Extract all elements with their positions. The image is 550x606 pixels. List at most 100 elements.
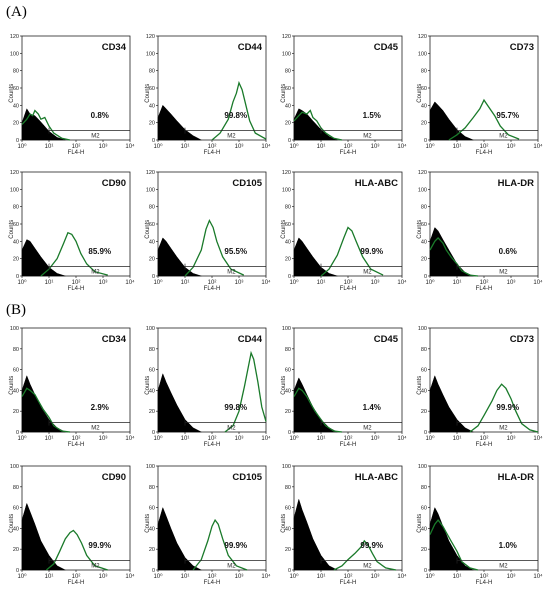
marker-histogram: [429, 236, 479, 277]
y-tick-label: 120: [10, 170, 19, 176]
x-tick-label: 10⁰: [17, 279, 27, 286]
histogram-a-cd44: 0 20 40 60 80 100 120 10⁰ 10¹ 10² 10³ 10⁴ FL4-H Count…: [145, 34, 271, 156]
marker-name: CD105: [232, 472, 262, 483]
y-tick-label: 60: [13, 506, 19, 512]
x-tick-label: 10⁰: [425, 279, 435, 286]
x-tick-label: 10¹: [453, 436, 462, 442]
y-tick-label: 120: [10, 34, 19, 40]
x-tick-label: 10⁴: [397, 279, 407, 286]
x-tick-label: 10⁰: [289, 143, 299, 150]
marker-histogram: [293, 387, 343, 433]
histogram-b-cd105: 0 20 40 60 80 100 10⁰ 10¹ 10² 10³ 10⁴ FL4-H Counts M2…: [145, 464, 271, 586]
y-tick-label: 20: [421, 409, 427, 415]
y-tick-label: 0: [288, 430, 291, 436]
isotype-histogram: [429, 375, 474, 433]
gate-label: M2: [91, 270, 100, 276]
y-tick-label: 40: [421, 388, 427, 394]
y-axis-label: Counts: [145, 514, 151, 533]
histogram-a-cd34: 0 20 40 60 80 100 120 10⁰ 10¹ 10² 10³ 10⁴ FL4-H Count…: [9, 34, 135, 156]
y-tick-label: 60: [149, 222, 155, 228]
isotype-histogram: [157, 237, 202, 277]
x-axis-label: FL4-H: [68, 150, 85, 156]
y-tick-label: 60: [421, 86, 427, 92]
y-tick-label: 100: [282, 51, 291, 57]
y-axis-label: Counts: [281, 84, 287, 103]
y-tick-label: 40: [285, 239, 291, 245]
x-tick-label: 10²: [72, 280, 81, 286]
y-axis-label: Counts: [281, 376, 287, 395]
x-tick-label: 10⁰: [17, 435, 27, 442]
x-tick-label: 10²: [208, 574, 217, 580]
marker-histogram: [21, 109, 71, 141]
x-tick-label: 10¹: [317, 144, 326, 150]
y-tick-label: 0: [152, 274, 155, 280]
histogram-a-hla-dr: 0 20 40 60 80 100 120 10⁰ 10¹ 10² 10³ 10⁴ FL4-H Count…: [417, 170, 543, 292]
positive-percent: 2.9%: [91, 403, 109, 412]
x-tick-label: 10²: [344, 574, 353, 580]
y-axis-label: Counts: [281, 514, 287, 533]
x-tick-label: 10³: [235, 574, 244, 580]
x-tick-label: 10¹: [45, 574, 54, 580]
y-tick-label: 120: [146, 34, 155, 40]
y-tick-label: 0: [16, 274, 19, 280]
gate-label: M2: [499, 426, 508, 432]
marker-name: HLA-ABC: [355, 178, 398, 189]
y-tick-label: 100: [146, 326, 155, 332]
gate-label: M2: [363, 134, 372, 140]
x-axis-label: FL4-H: [476, 442, 493, 448]
y-axis-label: Counts: [145, 84, 151, 103]
x-tick-label: 10³: [235, 144, 244, 150]
y-tick-label: 60: [421, 222, 427, 228]
x-tick-label: 10⁰: [17, 143, 27, 150]
y-tick-label: 100: [146, 51, 155, 57]
x-tick-label: 10²: [344, 280, 353, 286]
marker-histogram: [469, 383, 539, 433]
panel-label-a: (A): [6, 4, 27, 20]
x-axis-label: FL4-H: [68, 442, 85, 448]
x-tick-label: 10⁰: [289, 573, 299, 580]
x-tick-label: 10¹: [453, 144, 462, 150]
x-tick-label: 10⁰: [153, 279, 163, 286]
histogram-a-cd73: 0 20 40 60 80 100 120 10⁰ 10¹ 10² 10³ 10⁴ FL4-H Count…: [417, 34, 543, 156]
y-tick-label: 40: [13, 526, 19, 532]
x-tick-label: 10¹: [453, 280, 462, 286]
y-axis-label: Counts: [9, 220, 15, 239]
x-tick-label: 10¹: [45, 280, 54, 286]
gate-label: M2: [91, 564, 100, 570]
gate-label: M2: [499, 564, 508, 570]
x-tick-label: 10²: [208, 436, 217, 442]
y-tick-label: 80: [149, 205, 155, 211]
marker-name: CD73: [510, 42, 534, 53]
isotype-histogram: [21, 239, 66, 277]
y-tick-label: 80: [149, 485, 155, 491]
marker-name: HLA-DR: [498, 178, 535, 189]
x-axis-label: FL4-H: [68, 286, 85, 292]
y-tick-label: 120: [418, 170, 427, 176]
positive-percent: 95.5%: [224, 247, 247, 256]
x-tick-label: 10²: [480, 436, 489, 442]
x-tick-label: 10⁴: [261, 573, 271, 580]
y-tick-label: 40: [13, 239, 19, 245]
gate-label: M2: [91, 134, 100, 140]
marker-name: CD44: [238, 42, 263, 53]
y-tick-label: 100: [146, 464, 155, 470]
y-tick-label: 40: [13, 103, 19, 109]
y-tick-label: 60: [149, 86, 155, 92]
x-tick-label: 10¹: [45, 144, 54, 150]
gate-label: M2: [227, 564, 236, 570]
y-tick-label: 0: [424, 138, 427, 144]
y-tick-label: 20: [421, 547, 427, 553]
y-tick-label: 60: [13, 222, 19, 228]
y-tick-label: 100: [418, 51, 427, 57]
x-tick-label: 10⁰: [425, 435, 435, 442]
x-tick-label: 10³: [371, 436, 380, 442]
y-tick-label: 80: [285, 205, 291, 211]
marker-histogram: [45, 529, 109, 571]
marker-histogram: [211, 80, 267, 141]
histogram-b-cd44: 0 20 40 60 80 100 10⁰ 10¹ 10² 10³ 10⁴ FL4-H Counts M2…: [145, 326, 271, 448]
gate-label: M2: [227, 134, 236, 140]
histogram-a-cd105: 0 20 40 60 80 100 120 10⁰ 10¹ 10² 10³ 10⁴ FL4-H Count…: [145, 170, 271, 292]
y-tick-label: 60: [13, 86, 19, 92]
y-tick-label: 40: [13, 388, 19, 394]
x-tick-label: 10²: [344, 436, 353, 442]
